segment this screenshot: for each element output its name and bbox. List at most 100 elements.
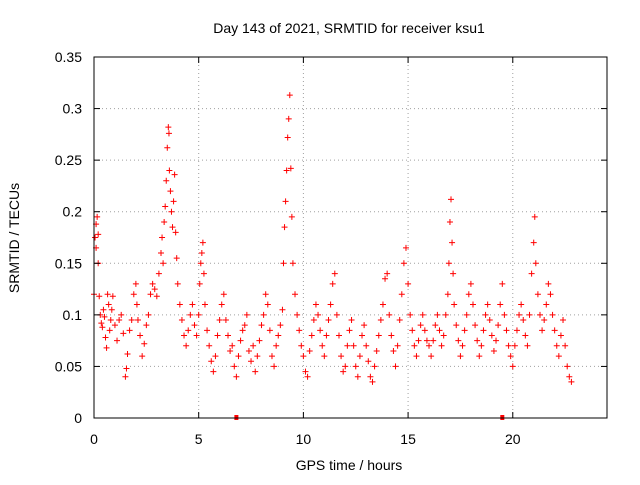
data-point [488, 332, 495, 339]
data-point [187, 311, 194, 318]
data-point [465, 291, 472, 298]
data-point [173, 255, 180, 262]
data-point [181, 332, 188, 339]
data-point [183, 342, 190, 349]
data-point [227, 347, 234, 354]
data-point [354, 373, 361, 380]
data-point [266, 327, 273, 334]
data-point [109, 293, 116, 300]
data-point [123, 365, 130, 372]
data-point [520, 317, 527, 324]
data-point [507, 353, 514, 360]
data-point [499, 280, 506, 287]
data-point [409, 327, 416, 334]
data-point [300, 353, 307, 360]
data-point [369, 378, 376, 385]
data-point [402, 244, 409, 251]
data-point [319, 342, 326, 349]
data-point [455, 337, 462, 344]
data-point [352, 363, 359, 370]
data-point [288, 213, 295, 220]
data-point [413, 353, 420, 360]
data-point [327, 301, 334, 308]
data-point [493, 337, 500, 344]
data-points [91, 92, 575, 420]
data-point [445, 260, 452, 267]
data-point [480, 327, 487, 334]
data-point [212, 353, 219, 360]
data-point [557, 332, 564, 339]
data-point [382, 275, 389, 282]
data-point [149, 280, 156, 287]
data-point [284, 134, 291, 141]
data-point [539, 327, 546, 334]
x-tick-label: 0 [90, 431, 98, 447]
data-point [216, 317, 223, 324]
data-point [511, 342, 518, 349]
data-point [331, 270, 338, 277]
data-point [448, 196, 455, 203]
y-tick-label: 0.35 [55, 49, 82, 65]
data-point [200, 270, 207, 277]
data-point [568, 378, 575, 385]
data-point [197, 260, 204, 267]
data-point [534, 291, 541, 298]
data-point [273, 342, 280, 349]
data-point [522, 332, 529, 339]
data-point [165, 124, 172, 131]
data-point [531, 213, 538, 220]
data-point [566, 373, 573, 380]
data-point [252, 368, 259, 375]
data-point [405, 280, 412, 287]
data-point [137, 332, 144, 339]
data-point [384, 270, 391, 277]
data-point [262, 291, 269, 298]
data-point [440, 332, 447, 339]
data-point [165, 130, 172, 137]
x-tick-label: 10 [296, 431, 312, 447]
data-point [356, 353, 363, 360]
data-point [153, 293, 160, 300]
data-point [308, 332, 315, 339]
data-point [361, 322, 368, 329]
data-point [191, 322, 198, 329]
data-point [198, 249, 205, 256]
data-point [126, 327, 133, 334]
data-point [143, 322, 150, 329]
data-point [478, 342, 485, 349]
data-point [392, 363, 399, 370]
data-point [484, 301, 491, 308]
data-point [398, 291, 405, 298]
data-point [463, 311, 470, 318]
data-point [282, 198, 289, 205]
data-point [342, 363, 349, 370]
data-point [530, 239, 537, 246]
data-point [100, 306, 107, 313]
data-point [258, 322, 265, 329]
data-point [172, 229, 179, 236]
plot-frame [93, 56, 608, 419]
data-point [346, 327, 353, 334]
y-tick-label: 0.1 [63, 307, 83, 323]
data-point [310, 317, 317, 324]
data-point [304, 373, 311, 380]
data-point [344, 342, 351, 349]
data-point [329, 280, 336, 287]
data-point [365, 358, 372, 365]
data-point [312, 301, 319, 308]
data-point [474, 337, 481, 344]
data-point [419, 311, 426, 318]
data-point [438, 342, 445, 349]
data-point [449, 239, 456, 246]
data-point [450, 270, 457, 277]
data-point [446, 219, 453, 226]
data-point [289, 260, 296, 267]
data-point [394, 342, 401, 349]
chart-title: Day 143 of 2021, SRMTID for receiver ksu… [213, 20, 485, 36]
data-point [271, 363, 278, 370]
data-point [292, 291, 299, 298]
data-point [134, 317, 141, 324]
data-point [229, 342, 236, 349]
data-point [231, 363, 238, 370]
data-point [220, 291, 227, 298]
